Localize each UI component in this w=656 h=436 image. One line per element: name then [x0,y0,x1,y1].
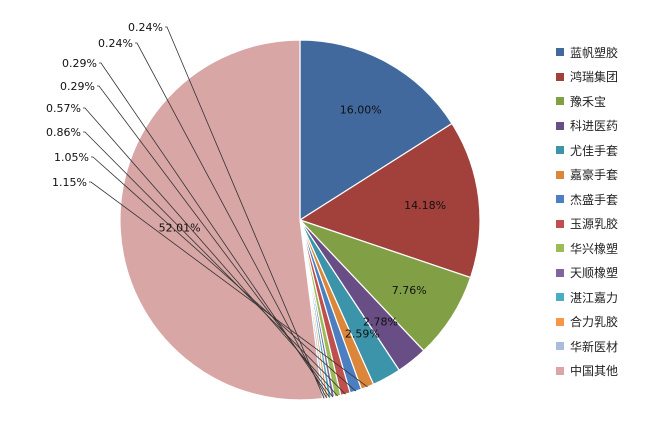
legend-swatch [556,195,564,204]
legend-item: 杰盛手套 [556,187,652,212]
slice-data-label: 1.05% [54,151,89,164]
legend-item: 豫禾宝 [556,89,652,114]
leader-line [99,62,330,398]
legend-swatch [556,317,564,326]
legend-label: 天顺橡塑 [570,266,619,281]
legend-item: 尤佳手套 [556,138,652,163]
legend-label: 合力乳胶 [570,315,619,330]
legend-label: 尤佳手套 [570,143,619,158]
legend-label: 鸿瑞集团 [570,70,619,85]
leader-line [83,131,346,395]
legend-swatch [556,244,564,253]
legend-swatch [556,121,564,130]
legend-label: 玉源乳胶 [570,217,619,232]
legend-item: 华兴橡塑 [556,236,652,261]
legend-swatch [556,342,564,351]
legend-item: 天顺橡塑 [556,261,652,286]
slice-data-label: 0.24% [98,37,133,50]
leader-line [83,107,338,397]
legend-swatch [556,146,564,155]
slice-data-label: 0.57% [46,102,81,115]
legend-label: 湛江嘉力 [570,290,619,305]
leader-line [135,42,327,399]
pie-slice [299,39,453,222]
slice-data-label: 0.29% [60,80,95,93]
leader-line [97,85,334,398]
legend-swatch [556,268,564,277]
chart-legend: 蓝帆塑胶鸿瑞集团豫禾宝科进医药尤佳手套嘉豪手套杰盛手套玉源乳胶华兴橡塑天顺橡塑湛… [556,40,652,383]
legend-swatch [556,219,564,228]
slice-data-label: 0.29% [62,57,97,70]
leader-line [165,26,325,399]
legend-item: 湛江嘉力 [556,285,652,310]
legend-item: 科进医药 [556,114,652,139]
slice-data-label: 0.24% [128,21,163,34]
legend-item: 蓝帆塑胶 [556,40,652,65]
slice-data-label: 14.18% [404,199,446,212]
legend-label: 蓝帆塑胶 [570,45,619,60]
pie-slice [298,122,481,279]
legend-swatch [556,293,564,302]
leader-line [91,156,357,392]
legend-item: 玉源乳胶 [556,212,652,237]
legend-label: 中国其他 [570,364,619,379]
slice-data-label: 52.01% [159,222,201,235]
legend-label: 华兴橡塑 [570,241,619,256]
legend-item: 华新医材 [556,334,652,359]
legend-item: 嘉豪手套 [556,163,652,188]
legend-item: 合力乳胶 [556,310,652,335]
legend-swatch [556,72,564,81]
legend-item: 中国其他 [556,359,652,384]
legend-swatch [556,170,564,179]
legend-label: 豫禾宝 [570,94,607,109]
legend-label: 杰盛手套 [570,192,619,207]
legend-swatch [556,97,564,106]
legend-item: 鸿瑞集团 [556,65,652,90]
legend-swatch [556,366,564,375]
legend-label: 科进医药 [570,119,619,134]
slice-data-label: 1.15% [52,176,87,189]
slice-data-label: 7.76% [392,284,427,297]
legend-label: 华新医材 [570,339,619,354]
slice-data-label: 2.59% [345,328,380,341]
slice-data-label: 0.86% [46,126,81,139]
pie-slice [119,39,324,401]
slice-data-label: 16.00% [340,104,382,117]
legend-swatch [556,48,564,57]
slice-data-label: 2.78% [363,316,398,329]
legend-label: 嘉豪手套 [570,168,619,183]
